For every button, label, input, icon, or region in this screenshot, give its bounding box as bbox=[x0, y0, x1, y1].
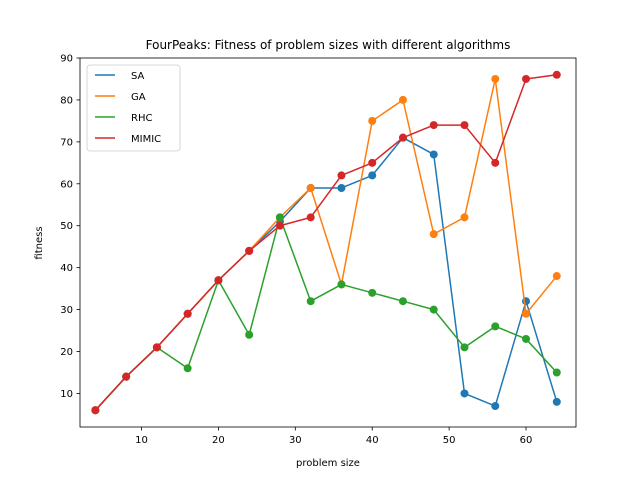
legend-box bbox=[86, 64, 181, 152]
data-point-mimic bbox=[122, 372, 131, 381]
y-tick-label: 60 bbox=[60, 179, 73, 190]
x-tick-label: 40 bbox=[366, 435, 379, 446]
data-point-ga bbox=[368, 116, 377, 125]
data-point-mimic bbox=[368, 158, 377, 167]
x-tick-label: 30 bbox=[289, 435, 302, 446]
y-tick-label: 10 bbox=[60, 389, 73, 400]
data-point-sa bbox=[522, 297, 531, 306]
x-tick-label: 60 bbox=[520, 435, 533, 446]
data-point-rhc bbox=[398, 297, 407, 306]
y-tick-label: 20 bbox=[60, 347, 73, 358]
data-point-mimic bbox=[214, 276, 223, 285]
data-point-sa bbox=[337, 183, 346, 192]
y-tick-label: 80 bbox=[60, 95, 73, 106]
data-point-rhc bbox=[522, 334, 531, 343]
data-point-rhc bbox=[245, 330, 254, 339]
data-point-sa bbox=[552, 397, 561, 406]
y-tick-label: 40 bbox=[60, 263, 73, 274]
data-point-ga bbox=[306, 183, 315, 192]
data-point-rhc bbox=[183, 364, 192, 373]
data-point-ga bbox=[522, 309, 531, 318]
data-point-rhc bbox=[306, 297, 315, 306]
y-axis-label: fitness bbox=[34, 226, 45, 259]
data-point-mimic bbox=[337, 171, 346, 180]
data-point-mimic bbox=[522, 74, 531, 83]
data-point-ga bbox=[460, 213, 469, 222]
data-point-rhc bbox=[460, 343, 469, 352]
data-point-sa bbox=[368, 171, 377, 180]
data-point-mimic bbox=[91, 406, 100, 415]
data-point-sa bbox=[460, 389, 469, 398]
plot-area: 10 20 30 40 50 60 10 20 30 40 50 60 70 80 90 bbox=[60, 54, 577, 446]
data-point-mimic bbox=[460, 121, 469, 130]
legend: SA GA RHC MIMIC bbox=[86, 64, 181, 152]
data-point-sa bbox=[491, 402, 500, 411]
data-point-mimic bbox=[183, 309, 192, 318]
data-point-ga bbox=[491, 74, 500, 83]
data-point-rhc bbox=[368, 288, 377, 297]
series-line-mimic bbox=[94, 74, 557, 411]
data-point-mimic bbox=[398, 133, 407, 142]
data-point-ga bbox=[552, 272, 561, 281]
y-tick-label: 90 bbox=[60, 54, 73, 65]
data-point-ga bbox=[398, 95, 407, 104]
data-point-mimic bbox=[429, 121, 438, 130]
chart-title: FourPeaks: Fitness of problem sizes with… bbox=[146, 38, 511, 52]
x-tick-label: 20 bbox=[212, 435, 225, 446]
y-tick-label: 50 bbox=[60, 221, 73, 232]
x-tick-label: 50 bbox=[443, 435, 456, 446]
data-point-sa bbox=[429, 150, 438, 159]
data-point-rhc bbox=[337, 280, 346, 289]
data-point-rhc bbox=[491, 322, 500, 331]
data-point-mimic bbox=[275, 221, 284, 230]
data-point-rhc bbox=[429, 305, 438, 314]
data-point-mimic bbox=[306, 213, 315, 222]
data-point-rhc bbox=[275, 213, 284, 222]
legend-label-ga: GA bbox=[131, 92, 146, 103]
axes-frame bbox=[79, 57, 577, 428]
data-point-ga bbox=[429, 230, 438, 239]
y-tick-label: 70 bbox=[60, 137, 73, 148]
data-point-rhc bbox=[552, 368, 561, 377]
legend-label-mimic: MIMIC bbox=[131, 134, 161, 145]
legend-label-sa: SA bbox=[131, 71, 145, 82]
legend-label-rhc: RHC bbox=[131, 113, 152, 124]
y-tick-label: 30 bbox=[60, 305, 73, 316]
series-line-rhc bbox=[94, 216, 558, 411]
series-line-sa bbox=[94, 136, 558, 411]
x-tick-label: 10 bbox=[135, 435, 148, 446]
data-point-mimic bbox=[245, 246, 254, 255]
data-point-mimic bbox=[491, 158, 500, 167]
x-axis-label: problem size bbox=[296, 458, 360, 469]
data-point-mimic bbox=[552, 70, 561, 79]
data-point-mimic bbox=[152, 343, 161, 352]
